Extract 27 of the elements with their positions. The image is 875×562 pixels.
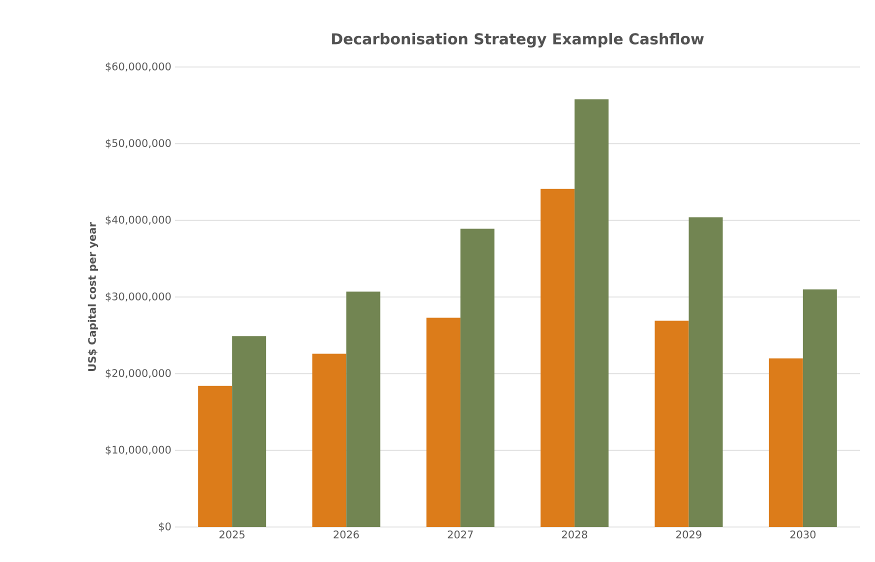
bar	[802, 289, 837, 527]
bar	[426, 318, 460, 527]
y-tick-label: $20,000,000	[106, 368, 171, 378]
bar	[460, 228, 494, 527]
bar	[768, 358, 803, 527]
y-tick-label: $10,000,000	[106, 446, 171, 456]
y-tick-label: $60,000,000	[106, 62, 171, 72]
y-axis-title: US$ Capital cost per year	[88, 222, 98, 371]
x-tick-label: 2029	[676, 530, 702, 538]
bar	[688, 217, 723, 527]
bar	[654, 320, 689, 527]
chart-title: Decarbonisation Strategy Example Cashflow	[332, 32, 704, 48]
y-tick-label: $50,000,000	[106, 138, 171, 148]
x-tick-label: 2028	[562, 530, 588, 538]
y-tick-label: $40,000,000	[106, 216, 171, 226]
x-tick-label: 2025	[220, 530, 244, 538]
bar	[346, 292, 380, 527]
bar	[232, 336, 266, 527]
y-tick-label: $30,000,000	[106, 292, 171, 302]
y-tick-label: $0	[159, 522, 171, 532]
bar	[198, 386, 232, 527]
bar	[312, 354, 346, 527]
x-tick-label: 2026	[334, 530, 359, 538]
x-tick-label: 2027	[448, 530, 473, 538]
bar	[574, 99, 609, 527]
x-tick-label: 2030	[790, 530, 816, 538]
bar	[540, 188, 575, 527]
